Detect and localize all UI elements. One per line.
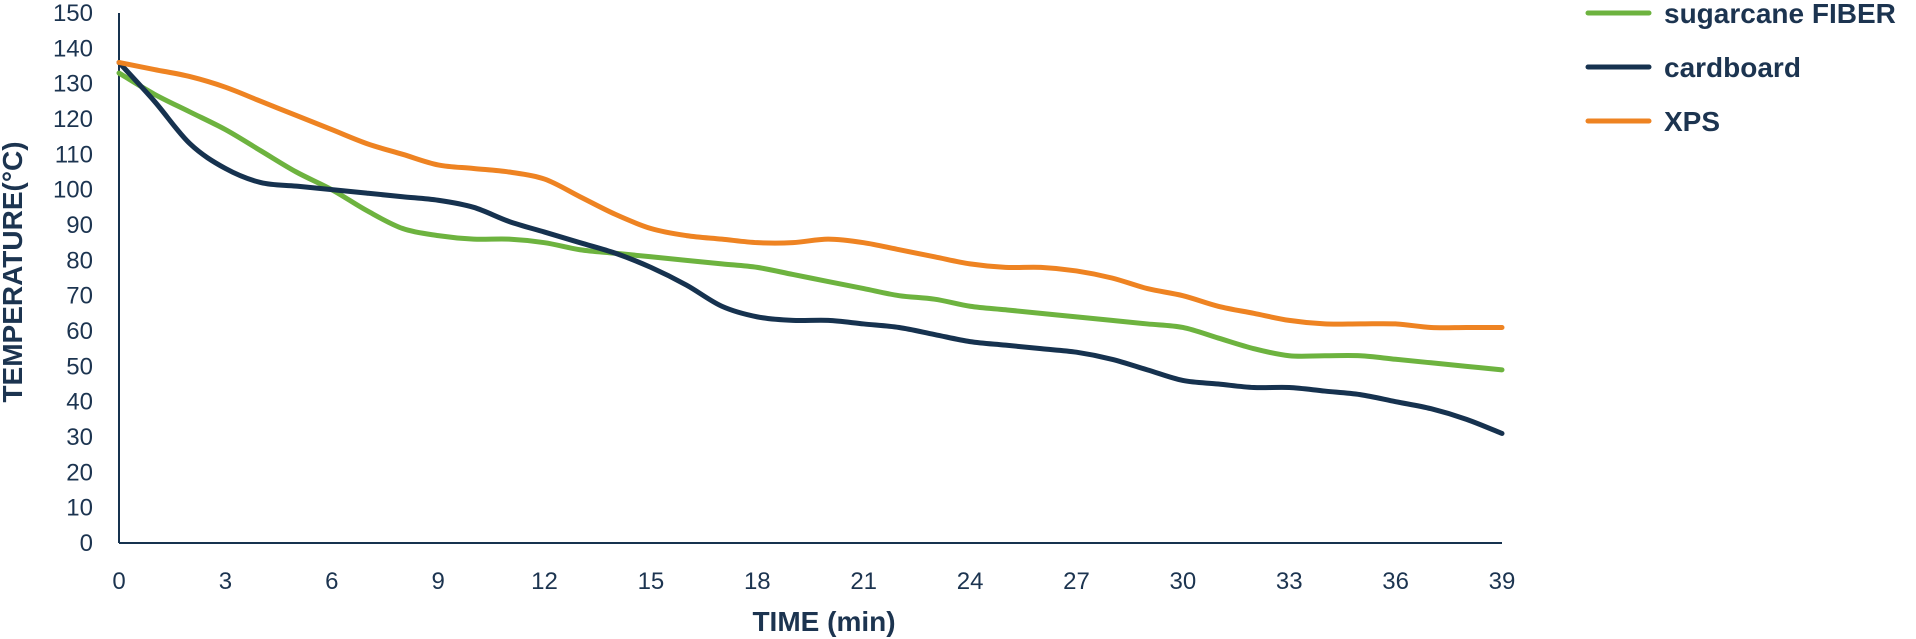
y-axis-title: TEMPERATURE(°C) <box>0 141 28 402</box>
x-tick-label: 6 <box>325 568 338 595</box>
legend-label: sugarcane FIBER <box>1664 0 1896 29</box>
x-tick-label: 33 <box>1276 568 1303 595</box>
x-tick-label: 18 <box>744 568 771 595</box>
x-tick-label: 30 <box>1169 568 1196 595</box>
x-tick-label: 36 <box>1382 568 1409 595</box>
x-tick-label: 21 <box>850 568 877 595</box>
x-tick-label: 39 <box>1489 568 1516 595</box>
x-tick-label: 15 <box>638 568 665 595</box>
x-tick-label: 24 <box>957 568 984 595</box>
legend: sugarcane FIBER cardboard XPS <box>1585 0 1896 137</box>
y-tick-label: 20 <box>66 459 93 486</box>
series-line-cardboard <box>116 59 1505 436</box>
y-tick-label: 60 <box>66 318 93 345</box>
y-tick-label: 90 <box>66 212 93 239</box>
x-tick-label: 3 <box>219 568 232 595</box>
axes <box>118 13 1502 544</box>
x-tick-labels: 0 3 6 9 12 15 18 21 24 27 30 33 36 39 <box>112 568 1515 595</box>
y-tick-labels: 0 10 20 30 40 50 60 70 80 90 100 110 120 130 140 150 <box>53 0 93 557</box>
y-tick-label: 110 <box>55 141 93 168</box>
y-tick-label: 120 <box>53 106 93 133</box>
x-tick-label: 12 <box>531 568 558 595</box>
y-tick-label: 100 <box>53 177 93 204</box>
x-tick-label: 0 <box>112 568 125 595</box>
y-tick-label: 50 <box>66 353 93 380</box>
y-tick-label: 40 <box>66 389 93 416</box>
y-tick-label: 80 <box>66 247 93 274</box>
y-tick-label: 10 <box>66 495 93 522</box>
y-tick-label: 70 <box>66 283 93 310</box>
x-axis-title: TIME (min) <box>752 606 895 637</box>
y-tick-label: 140 <box>53 35 93 62</box>
y-tick-label: 30 <box>66 424 93 451</box>
y-tick-label: 0 <box>80 530 93 557</box>
series-layer <box>116 59 1505 436</box>
legend-label: XPS <box>1664 106 1720 137</box>
legend-label: cardboard <box>1664 52 1801 83</box>
series-line-xps <box>116 59 1505 331</box>
series-line-sugarcane-fiber <box>116 70 1505 373</box>
y-tick-label: 150 <box>53 0 93 27</box>
y-tick-label: 130 <box>53 71 93 98</box>
x-tick-label: 9 <box>431 568 444 595</box>
x-tick-label: 27 <box>1063 568 1090 595</box>
